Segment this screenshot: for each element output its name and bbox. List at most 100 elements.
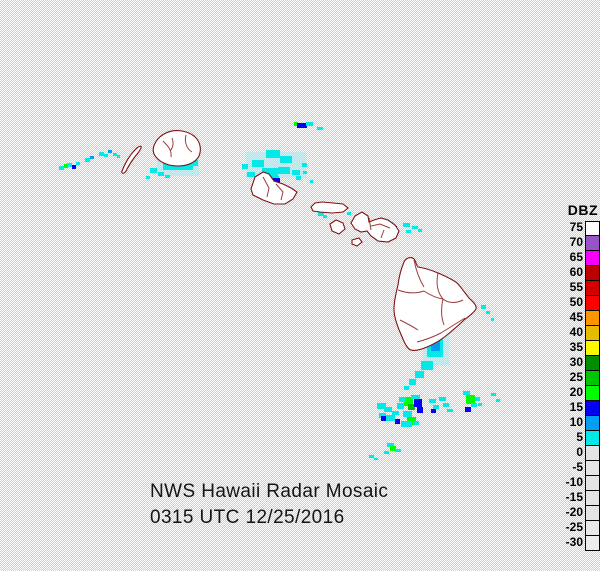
- radar-echo: [381, 416, 386, 421]
- radar-echo: [408, 404, 415, 410]
- legend-label: 0: [576, 445, 583, 459]
- island-maui: [350, 211, 400, 243]
- radar-echo: [465, 407, 471, 412]
- radar-echo: [413, 421, 419, 425]
- legend-swatch: [585, 505, 600, 521]
- map-title: NWS Hawaii Radar Mosaic: [150, 481, 389, 502]
- island-molokai: [310, 201, 349, 214]
- radar-echo: [64, 164, 68, 168]
- legend-row: 40: [554, 325, 600, 341]
- radar-echo: [386, 415, 395, 421]
- legend-title: DBZ: [567, 202, 598, 218]
- radar-echo: [85, 158, 90, 162]
- radar-echo: [242, 164, 248, 169]
- radar-echo: [414, 399, 422, 407]
- radar-echo: [387, 443, 394, 447]
- radar-echo: [384, 407, 392, 412]
- legend-label: 5: [576, 430, 583, 444]
- legend-label: 60: [569, 265, 583, 279]
- legend-swatch: [585, 490, 600, 506]
- radar-echo: [150, 168, 157, 173]
- legend-label: -30: [565, 535, 583, 549]
- legend-row: 75: [554, 220, 600, 236]
- radar-echo: [463, 391, 470, 395]
- radar-echo: [266, 150, 280, 158]
- legend-label: 35: [569, 340, 583, 354]
- radar-echo: [411, 395, 420, 399]
- radar-echo: [399, 397, 406, 402]
- radar-echo: [67, 163, 72, 167]
- island-lanai: [329, 219, 346, 235]
- legend-swatch: [585, 310, 600, 326]
- legend-label: -25: [565, 520, 583, 534]
- legend-label: 15: [569, 400, 583, 414]
- legend-row: 10: [554, 415, 600, 431]
- legend-swatch: [585, 220, 600, 236]
- radar-echo: [374, 458, 378, 460]
- radar-echo: [415, 371, 424, 378]
- legend-row: -20: [554, 505, 600, 521]
- radar-echo: [294, 122, 298, 126]
- island-oahu: [250, 171, 298, 205]
- radar-echo: [395, 419, 400, 424]
- radar-echo: [347, 212, 351, 215]
- radar-echo: [262, 168, 278, 176]
- radar-echo: [439, 397, 446, 401]
- radar-echo: [76, 162, 80, 165]
- legend-swatch: [585, 445, 600, 461]
- radar-echo: [412, 226, 418, 229]
- radar-echo: [401, 421, 412, 427]
- radar-echo: [306, 122, 313, 126]
- radar-echo: [252, 160, 264, 167]
- radar-echo: [72, 165, 76, 169]
- legend-row: 45: [554, 310, 600, 326]
- radar-echo: [406, 230, 411, 233]
- island-kahoolawe: [351, 237, 363, 247]
- legend-label: -5: [572, 460, 583, 474]
- radar-echo: [302, 163, 307, 167]
- radar-echo: [165, 175, 170, 178]
- legend-label: 45: [569, 310, 583, 324]
- radar-echo: [117, 155, 120, 158]
- island-hawaii-big-island: [393, 257, 477, 352]
- radar-echo: [471, 403, 477, 407]
- radar-echo: [433, 405, 439, 409]
- radar-echo: [280, 156, 292, 163]
- legend-swatch: [585, 430, 600, 446]
- legend-row: 30: [554, 355, 600, 371]
- radar-echo: [377, 403, 386, 409]
- island-maui-roads: [368, 217, 391, 239]
- radar-echo: [478, 403, 482, 406]
- legend-swatch: [585, 280, 600, 296]
- legend-label: 20: [569, 385, 583, 399]
- legend-row: 60: [554, 265, 600, 281]
- legend-swatch: [585, 370, 600, 386]
- radar-echo: [113, 153, 117, 156]
- legend-row: 35: [554, 340, 600, 356]
- legend-label: 70: [569, 235, 583, 249]
- radar-echo: [447, 409, 453, 412]
- legend-swatch: [585, 520, 600, 536]
- legend-swatch: [585, 355, 600, 371]
- legend-row: 15: [554, 400, 600, 416]
- radar-echo: [466, 395, 475, 404]
- legend-scale: 75 70 65 60 55 50 45 40 35 30 25 20 15 10 5 0 -5 -10 -15 -2…: [554, 220, 600, 551]
- legend-row: -10: [554, 475, 600, 491]
- legend-label: 55: [569, 280, 583, 294]
- radar-echo: [99, 152, 104, 156]
- radar-echo: [395, 449, 401, 452]
- radar-echo: [481, 305, 486, 309]
- radar-echo: [491, 318, 494, 321]
- legend-row: 55: [554, 280, 600, 296]
- radar-echo: [59, 166, 64, 170]
- radar-echo: [421, 361, 433, 370]
- radar-echo: [369, 455, 374, 458]
- legend-row: 65: [554, 250, 600, 266]
- legend-label: 30: [569, 355, 583, 369]
- legend-swatch: [585, 400, 600, 416]
- radar-echo: [496, 399, 500, 402]
- radar-echo: [431, 409, 436, 413]
- radar-echo: [417, 407, 423, 413]
